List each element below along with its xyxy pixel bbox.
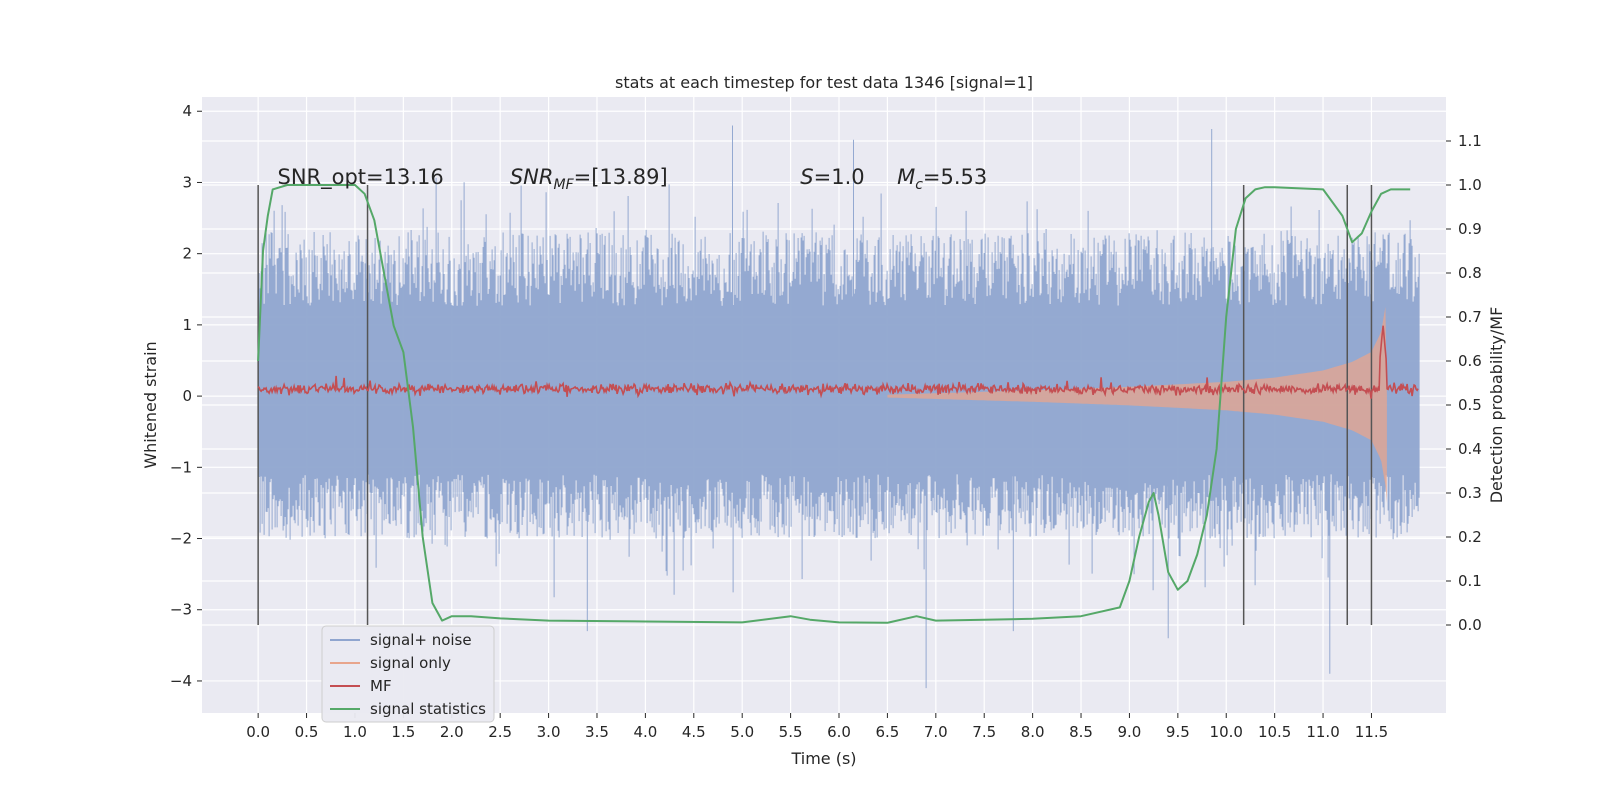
mf-series	[257, 325, 1419, 399]
right-tick-label: 0.1	[1458, 572, 1482, 590]
legend-label: signal only	[370, 654, 451, 672]
x-tick-label: 5.5	[779, 723, 803, 741]
y-tick-label: 1	[182, 316, 192, 334]
x-tick-label: 2.0	[440, 723, 464, 741]
x-tick-label: 9.0	[1118, 723, 1142, 741]
right-tick-label: 0.2	[1458, 528, 1482, 546]
x-axis-label: Time (s)	[790, 749, 856, 768]
right-tick-label: 0.0	[1458, 616, 1482, 634]
chart-title: stats at each timestep for test data 134…	[615, 73, 1033, 92]
right-tick-label: 0.6	[1458, 352, 1482, 370]
y-tick-label: 2	[182, 245, 192, 263]
x-tick-label: 8.5	[1069, 723, 1093, 741]
x-tick-label: 8.0	[1021, 723, 1045, 741]
y-tick-label: 0	[182, 387, 192, 405]
annotations: SNR_opt=13.16 SNRMF=[13.89] S=1.0 Mc=5.53	[278, 165, 988, 193]
left-y-axis-label: Whitened strain	[141, 341, 160, 468]
y-tick-label: 3	[182, 173, 192, 191]
legend-label: MF	[370, 677, 392, 695]
x-tick-label: 7.0	[924, 723, 948, 741]
annotation-text: SNR_opt=13.16	[278, 165, 444, 190]
x-tick-label: 4.5	[682, 723, 706, 741]
chirp-envelope	[887, 306, 1387, 503]
x-tick-label: 6.5	[875, 723, 899, 741]
x-tick-label: 7.5	[972, 723, 996, 741]
annotation-text: SNRMF=[13.89]	[510, 165, 668, 193]
x-tick-label: 3.0	[537, 723, 561, 741]
left-y-axis-ticks: 4 3 2 1 0 −1 −2 −3 −4	[170, 102, 202, 690]
x-tick-label: 11.5	[1355, 723, 1388, 741]
x-tick-label: 1.5	[391, 723, 415, 741]
x-tick-label: 2.5	[488, 723, 512, 741]
annotation-text: S=1.0	[800, 165, 864, 189]
legend-box	[321, 625, 495, 723]
right-tick-label: 0.3	[1458, 484, 1482, 502]
x-tick-label: 0.0	[246, 723, 270, 741]
x-tick-label: 4.0	[633, 723, 657, 741]
legend: signal+ noise signal only MF signal statist…	[321, 625, 495, 723]
legend-label: signal+ noise	[370, 631, 472, 649]
x-axis-ticks: 0.0 0.5 1.0 1.5 2.0 2.5 3.0 3.5 4.0 4.5 5.0 5.5 6.0 6…	[246, 713, 1388, 741]
x-tick-label: 3.5	[585, 723, 609, 741]
right-tick-label: 0.9	[1458, 220, 1482, 238]
signal-only-series	[887, 306, 1387, 503]
legend-label: signal statistics	[370, 700, 486, 718]
y-tick-label: −4	[170, 672, 192, 690]
y-tick-label: 4	[182, 102, 192, 120]
y-tick-label: −2	[170, 530, 192, 548]
right-tick-label: 1.0	[1458, 176, 1482, 194]
x-tick-label: 10.5	[1258, 723, 1291, 741]
x-tick-label: 5.0	[730, 723, 754, 741]
vertical-markers	[257, 185, 1373, 625]
right-tick-label: 0.5	[1458, 396, 1482, 414]
annotation-text: Mc=5.53	[897, 165, 987, 193]
right-tick-label: 1.1	[1458, 132, 1482, 150]
x-tick-label: 6.0	[827, 723, 851, 741]
y-tick-label: −3	[170, 601, 192, 619]
signal-statistics-series	[257, 184, 1411, 624]
x-tick-label: 11.0	[1306, 723, 1339, 741]
mf-trace	[257, 325, 1419, 399]
y-tick-label: −1	[170, 458, 192, 476]
x-tick-label: 0.5	[295, 723, 319, 741]
x-tick-label: 1.0	[343, 723, 367, 741]
x-tick-label: 10.0	[1210, 723, 1243, 741]
right-tick-label: 0.7	[1458, 308, 1482, 326]
right-y-axis-label: Detection probability/MF	[1487, 307, 1506, 504]
right-tick-label: 0.8	[1458, 264, 1482, 282]
x-tick-label: 9.5	[1166, 723, 1190, 741]
statistics-trace	[257, 184, 1411, 624]
right-y-axis-ticks: 1.1 1.0 0.9 0.8 0.7 0.6 0.5 0.4 0.3 0.2 0.1 0.0	[1446, 132, 1482, 634]
right-tick-label: 0.4	[1458, 440, 1482, 458]
